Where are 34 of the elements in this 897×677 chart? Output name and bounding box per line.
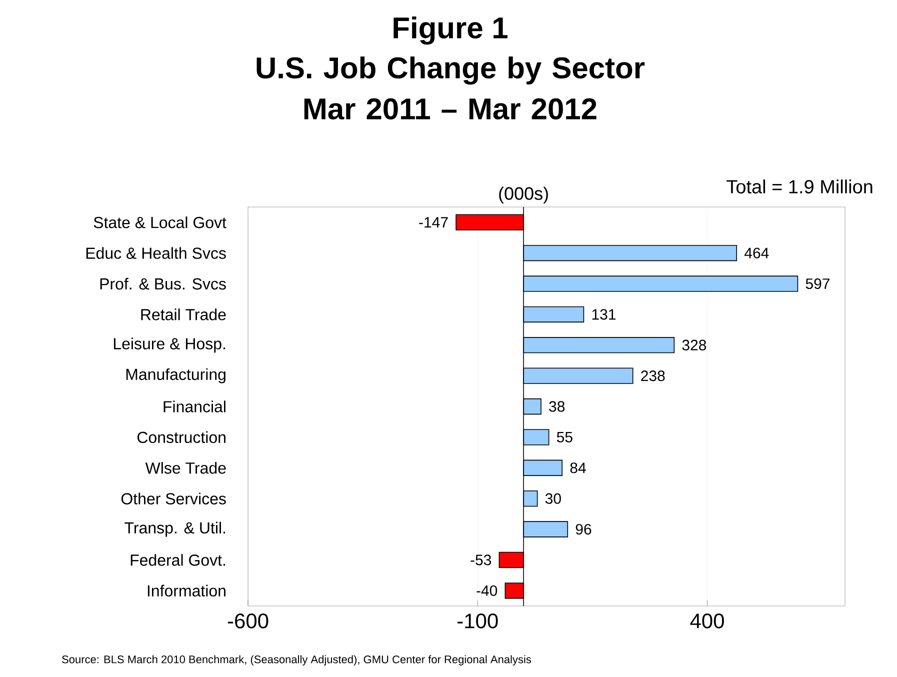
y-tick-label: Wlse Trade bbox=[145, 462, 226, 474]
y-tick-label: Prof. & Bus. Svcs bbox=[100, 278, 226, 290]
y-tick-label: Financial bbox=[164, 400, 226, 412]
chart-subtitle: U.S. Job Change by Sector Mar 2011 – Mar 2012 bbox=[256, 56, 645, 120]
y-tick-label: Retail Trade bbox=[141, 308, 226, 320]
data-label: 38 bbox=[549, 401, 565, 412]
data-label: -147 bbox=[419, 217, 448, 228]
data-label: 96 bbox=[576, 524, 592, 535]
data-label: 328 bbox=[682, 340, 706, 350]
data-label: 30 bbox=[545, 493, 561, 504]
source-note: Source: BLS March 2010 Benchmark, (Seasonally Adjusted), GMU Center for Regional Analysis bbox=[62, 655, 532, 666]
y-tick-label: Educ & Health Svcs bbox=[86, 247, 226, 259]
data-label: 597 bbox=[806, 278, 830, 290]
data-label: 238 bbox=[641, 370, 665, 382]
y-tick-label: Transp. & Util. bbox=[124, 522, 226, 537]
x-tick-label: 400 bbox=[690, 614, 724, 628]
text: Total = 1.9 Million bbox=[726, 180, 872, 194]
data-label: 55 bbox=[556, 432, 572, 442]
y-tick-label: Construction bbox=[137, 431, 226, 444]
y-tick-label: Manufacturing bbox=[126, 368, 226, 384]
data-label: 84 bbox=[570, 462, 586, 474]
x-tick-label: -100 bbox=[458, 614, 498, 628]
data-label: -40 bbox=[476, 585, 498, 596]
data-label: -53 bbox=[470, 554, 492, 566]
y-tick-label: Leisure & Hosp. bbox=[114, 338, 225, 353]
y-tick-label: State & Local Govt bbox=[94, 216, 226, 228]
y-tick-label: Other Services bbox=[121, 492, 226, 504]
x-axis-title: (000s) bbox=[499, 186, 548, 204]
data-label: 464 bbox=[744, 248, 769, 258]
chart-title: Figure 1 bbox=[394, 16, 508, 45]
data-label: 131 bbox=[592, 309, 616, 320]
x-tick-label: -600 bbox=[228, 614, 268, 628]
y-tick-label: Federal Govt. bbox=[130, 554, 226, 566]
y-tick-label: Information bbox=[148, 584, 226, 597]
